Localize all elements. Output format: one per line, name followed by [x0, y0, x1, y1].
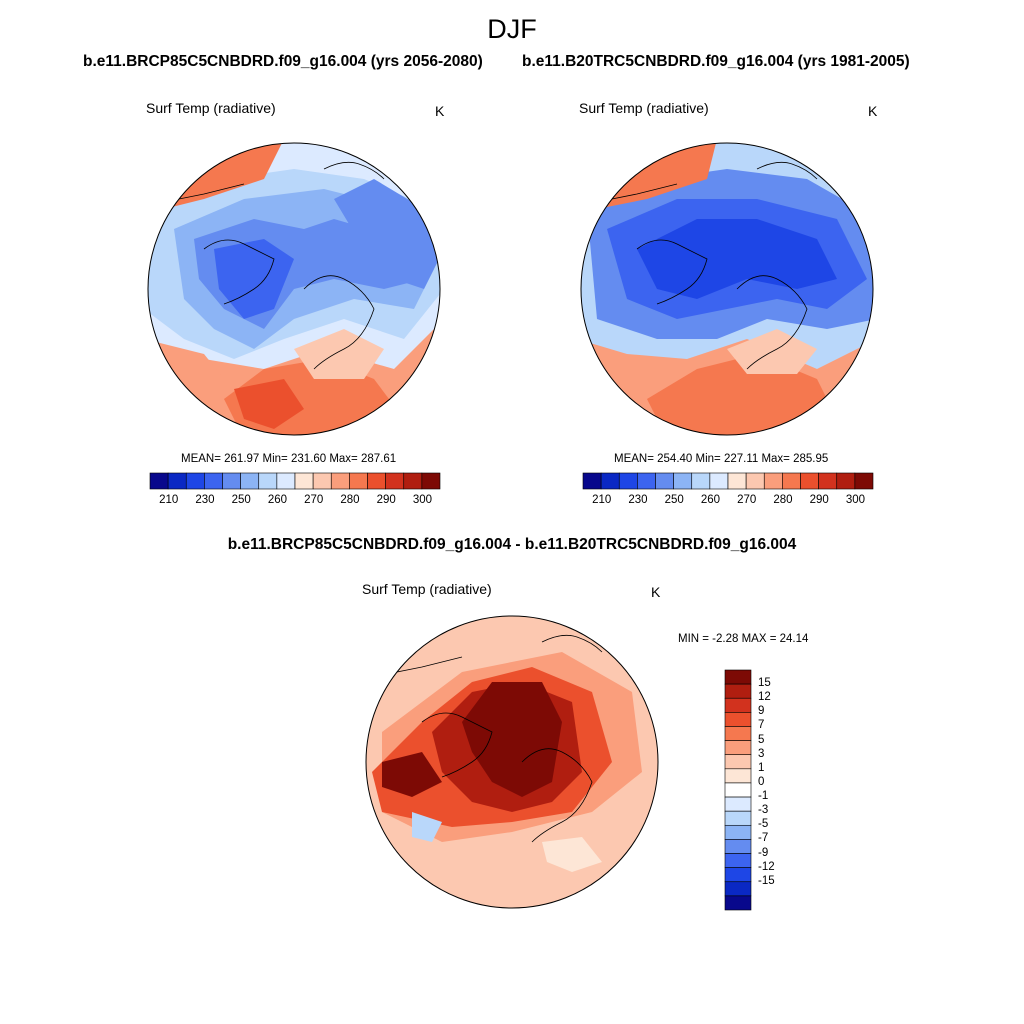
- colorbar-swatch: [854, 472, 874, 490]
- colorbar-swatch: [349, 472, 368, 490]
- colorbar-swatch: [724, 853, 752, 868]
- colorbar-tick-label: 7: [758, 719, 765, 732]
- right-run-title: b.e11.B20TRC5CNBDRD.f09_g16.004 (yrs 198…: [522, 53, 910, 70]
- colorbar-tick-label: -7: [758, 832, 769, 845]
- colorbar-swatch: [782, 472, 801, 490]
- colorbar-swatch: [724, 895, 752, 911]
- left-variable-label: Surf Temp (radiative): [146, 100, 276, 116]
- colorbar-tick-label: 270: [304, 494, 324, 506]
- colorbar-swatch: [709, 472, 729, 490]
- colorbar-swatch: [724, 754, 752, 770]
- colorbar-tick-label: 250: [231, 494, 251, 506]
- colorbar-tick-label: -12: [758, 860, 775, 873]
- right-colorbar: [582, 472, 874, 490]
- colorbar-swatch: [222, 472, 241, 490]
- colorbar-tick-label: 280: [773, 494, 793, 506]
- colorbar-swatch: [724, 669, 752, 685]
- colorbar-swatch: [724, 796, 752, 812]
- diff-run-title: b.e11.BRCP85C5CNBDRD.f09_g16.004 - b.e11…: [227, 536, 797, 553]
- left-polar-map: [147, 142, 441, 436]
- colorbar-tick-label: 3: [758, 747, 765, 760]
- diff-variable-label: Surf Temp (radiative): [362, 581, 492, 597]
- colorbar-swatch: [745, 472, 765, 490]
- colorbar-swatch: [204, 472, 223, 490]
- colorbar-swatch: [724, 683, 752, 699]
- right-stats: MEAN= 254.40 Min= 227.11 Max= 285.95: [614, 453, 829, 465]
- colorbar-tick-label: -5: [758, 818, 769, 831]
- colorbar-swatch: [330, 472, 350, 490]
- diff-colorbar: [724, 669, 752, 911]
- colorbar-swatch: [582, 472, 602, 490]
- colorbar-swatch: [149, 472, 169, 490]
- colorbar-swatch: [691, 472, 711, 490]
- colorbar-swatch: [724, 782, 752, 798]
- colorbar-tick-label: 15: [758, 677, 771, 690]
- colorbar-tick-label: 260: [267, 494, 288, 506]
- diff-units-label: K: [651, 584, 661, 600]
- colorbar-swatch: [800, 472, 819, 490]
- colorbar-swatch: [240, 472, 260, 490]
- colorbar-swatch: [385, 472, 405, 490]
- colorbar-swatch: [673, 472, 693, 490]
- colorbar-swatch: [600, 472, 620, 490]
- colorbar-swatch: [655, 472, 674, 490]
- colorbar-swatch: [294, 472, 314, 490]
- right-units-label: K: [868, 103, 878, 119]
- diff-polar-map: [365, 615, 659, 909]
- colorbar-swatch: [724, 839, 752, 854]
- colorbar-swatch: [724, 768, 752, 784]
- colorbar-tick-label: -9: [758, 846, 769, 859]
- diff-stats: MIN = -2.28 MAX = 24.14: [678, 633, 809, 645]
- colorbar-swatch: [724, 697, 752, 713]
- colorbar-tick-label: 250: [664, 494, 684, 506]
- colorbar-swatch: [724, 824, 752, 840]
- colorbar-tick-label: 270: [737, 494, 757, 506]
- colorbar-tick-label: 1: [758, 761, 765, 774]
- colorbar-swatch: [185, 472, 205, 490]
- figure-title: DJF: [487, 14, 537, 44]
- colorbar-tick-label: 290: [376, 494, 396, 506]
- colorbar-tick-label: 290: [809, 494, 829, 506]
- colorbar-tick-label: 230: [195, 494, 215, 506]
- colorbar-swatch: [618, 472, 638, 490]
- colorbar-tick-label: 12: [758, 691, 771, 704]
- left-colorbar: [149, 472, 441, 490]
- colorbar-swatch: [637, 472, 656, 490]
- colorbar-tick-label: -3: [758, 804, 769, 817]
- left-stats: MEAN= 261.97 Min= 231.60 Max= 287.61: [181, 453, 397, 465]
- colorbar-tick-label: 210: [159, 494, 179, 506]
- colorbar-swatch: [367, 472, 386, 490]
- right-variable-label: Surf Temp (radiative): [579, 100, 709, 116]
- colorbar-tick-label: -1: [758, 790, 769, 803]
- right-polar-map: [580, 142, 874, 436]
- colorbar-swatch: [167, 472, 187, 490]
- colorbar-swatch: [403, 472, 423, 490]
- colorbar-swatch: [818, 472, 838, 490]
- colorbar-tick-label: 280: [340, 494, 360, 506]
- colorbar-tick-label: 0: [758, 775, 765, 788]
- colorbar-tick-label: 5: [758, 733, 765, 746]
- colorbar-tick-label: 260: [700, 494, 721, 506]
- colorbar-tick-label: 210: [592, 494, 612, 506]
- colorbar-swatch: [763, 472, 783, 490]
- colorbar-swatch: [724, 726, 752, 741]
- colorbar-swatch: [724, 867, 752, 883]
- colorbar-swatch: [258, 472, 278, 490]
- colorbar-tick-label: -15: [758, 874, 775, 887]
- colorbar-tick-label: 230: [628, 494, 648, 506]
- left-units-label: K: [435, 103, 445, 119]
- colorbar-swatch: [836, 472, 856, 490]
- colorbar-swatch: [724, 712, 752, 727]
- colorbar-swatch: [724, 740, 752, 756]
- colorbar-swatch: [312, 472, 332, 490]
- colorbar-tick-label: 300: [412, 494, 433, 506]
- colorbar-tick-label: 9: [758, 705, 765, 718]
- colorbar-swatch: [724, 810, 752, 826]
- left-run-title: b.e11.BRCP85C5CNBDRD.f09_g16.004 (yrs 20…: [83, 53, 483, 70]
- colorbar-tick-label: 300: [845, 494, 866, 506]
- colorbar-swatch: [724, 881, 752, 897]
- colorbar-swatch: [421, 472, 441, 490]
- colorbar-swatch: [727, 472, 747, 490]
- colorbar-swatch: [276, 472, 296, 490]
